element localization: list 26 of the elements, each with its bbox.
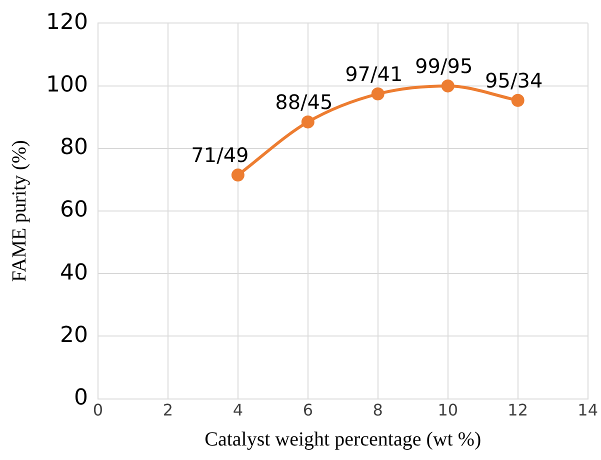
- x-tick-label: 2: [162, 400, 174, 420]
- y-tick-label: 40: [60, 260, 88, 286]
- data-label: 71/49: [191, 143, 249, 168]
- x-tick-label: 8: [372, 400, 383, 420]
- x-axis-title: Catalyst weight percentage (wt %): [204, 428, 482, 450]
- data-label: 95/34: [485, 68, 543, 93]
- x-tick-label: 14: [578, 400, 598, 420]
- x-tick-label: 6: [302, 400, 314, 420]
- y-tick-label: 120: [46, 10, 88, 35]
- x-tick-label: 0: [92, 400, 104, 420]
- y-tick-label: 20: [60, 322, 88, 348]
- point: [441, 79, 454, 92]
- point: [511, 94, 524, 107]
- x-tick-label: 10: [438, 400, 458, 420]
- y-axis-title: FAME purity (%): [8, 140, 30, 282]
- y-tick-label: 60: [60, 198, 88, 223]
- point: [371, 87, 384, 100]
- point: [231, 168, 244, 182]
- data-label: 97/41: [345, 62, 403, 86]
- x-tick-label: 4: [232, 400, 244, 420]
- data-label: 99/95: [415, 54, 473, 78]
- y-tick-label: 80: [60, 135, 88, 160]
- y-tick-label: 100: [46, 72, 88, 98]
- data-label: 88/45: [275, 90, 333, 114]
- x-tick-label: 12: [508, 400, 528, 420]
- point: [301, 115, 314, 128]
